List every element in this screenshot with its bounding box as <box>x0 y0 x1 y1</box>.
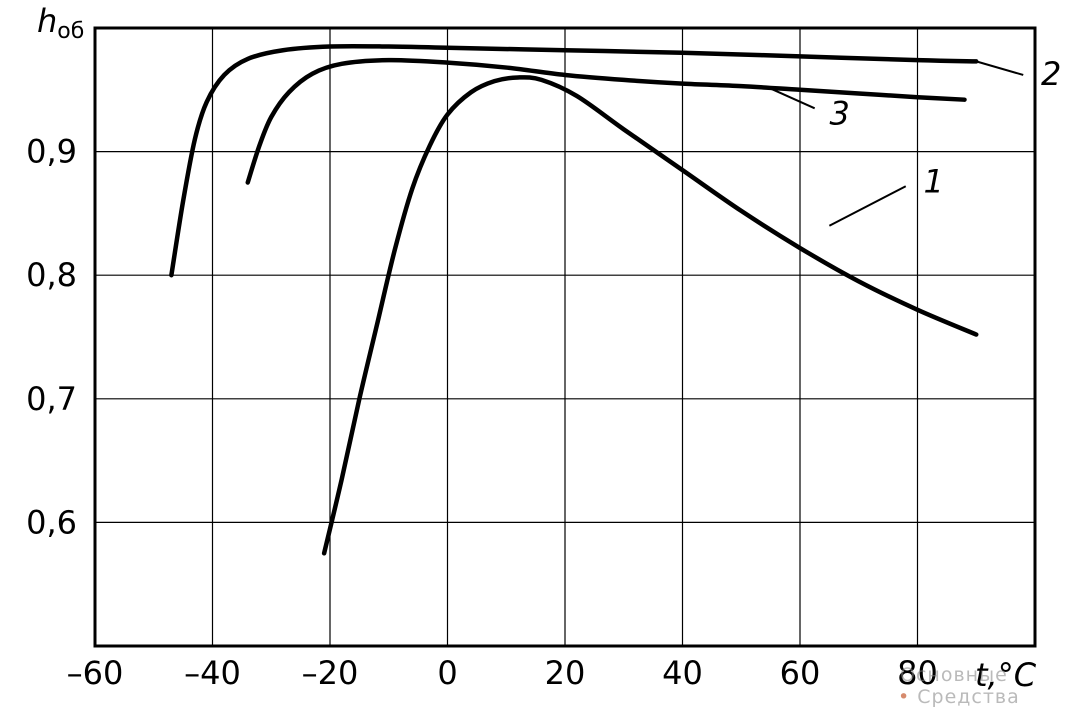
x-tick-label: 0 <box>437 654 457 692</box>
leader-2 <box>976 61 1023 75</box>
curve-label-2: 2 <box>1041 55 1061 93</box>
line-chart: –60–40–200204060800,60,70,80,9hобt,°C123 <box>0 0 1068 728</box>
y-tick-label: 0,7 <box>26 380 77 418</box>
watermark-line2-text: Средства <box>917 686 1020 708</box>
watermark-dot: • <box>898 686 910 708</box>
curve-label-3: 3 <box>830 95 850 133</box>
chart-container: –60–40–200204060800,60,70,80,9hобt,°C123… <box>0 0 1068 728</box>
y-tick-label: 0,8 <box>26 256 77 294</box>
watermark-line1: Основные <box>900 664 1008 686</box>
watermark-line2: • Средства <box>898 686 1020 708</box>
y-axis-title: hоб <box>37 2 84 44</box>
x-tick-label: 20 <box>545 654 586 692</box>
y-tick-label: 0,6 <box>26 503 77 541</box>
x-tick-label: –60 <box>67 654 124 692</box>
x-tick-label: –20 <box>302 654 359 692</box>
x-tick-label: 60 <box>780 654 821 692</box>
curve-3 <box>248 60 965 182</box>
curve-label-1: 1 <box>924 163 944 201</box>
curve-1 <box>324 77 976 553</box>
leader-1 <box>829 186 905 226</box>
x-tick-label: 40 <box>662 654 703 692</box>
curve-2 <box>171 46 976 275</box>
x-tick-label: –40 <box>184 654 241 692</box>
y-tick-label: 0,9 <box>26 133 77 171</box>
